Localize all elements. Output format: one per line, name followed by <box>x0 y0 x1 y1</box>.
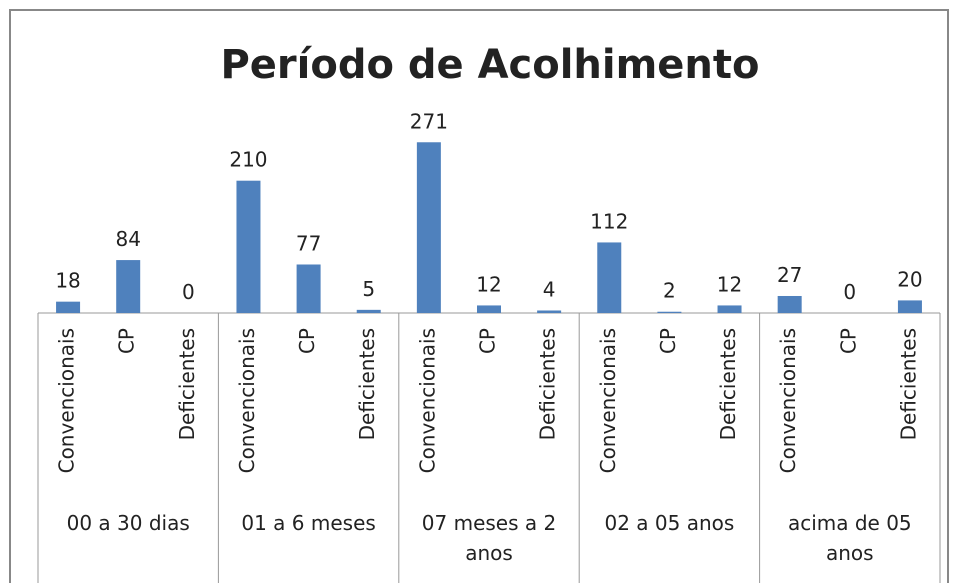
data-label: 0 <box>843 280 856 304</box>
x-tick-label: CP <box>656 328 680 354</box>
bar <box>477 305 501 313</box>
data-label: 5 <box>362 277 375 301</box>
data-label: 77 <box>296 231 321 255</box>
x-tick-label: CP <box>476 328 500 354</box>
x-tick-label: Convencionais <box>596 328 620 473</box>
chart-title: Período de Acolhimento <box>220 42 759 88</box>
x-tick-label: Deficientes <box>896 328 920 440</box>
group-label: 01 a 6 meses <box>241 511 376 535</box>
bar <box>356 309 381 313</box>
x-tick-label: Convencionais <box>55 328 79 473</box>
data-label: 84 <box>115 227 140 251</box>
group-label: 02 a 05 anos <box>604 511 735 535</box>
group-label-box: 00 a 30 dias <box>66 511 190 535</box>
group-label: 07 meses a 2 anos <box>421 511 557 565</box>
x-tick-label: CP <box>836 328 860 354</box>
group-label-box: 07 meses a 2 anos <box>421 511 557 565</box>
data-label: 18 <box>55 269 80 293</box>
x-tick-label: Convencionais <box>415 328 439 473</box>
bar <box>657 311 682 313</box>
data-label: 27 <box>777 263 802 287</box>
data-label: 4 <box>543 277 556 301</box>
x-tick-label: Convencionais <box>776 328 800 473</box>
group-label: acima de 05 anos <box>787 511 912 565</box>
bar <box>116 260 141 313</box>
data-label: 112 <box>590 209 628 233</box>
data-label: 20 <box>897 267 922 291</box>
x-tick-label: Convencionais <box>235 328 259 473</box>
group-label-box: acima de 05 anos <box>787 511 912 565</box>
data-label: 210 <box>229 148 267 172</box>
group-label-box: 02 a 05 anos <box>604 511 735 535</box>
x-tick-label: CP <box>115 328 139 354</box>
bar <box>897 300 922 313</box>
data-label: 0 <box>182 280 195 304</box>
bar <box>537 310 562 313</box>
bar <box>597 242 622 313</box>
bar <box>717 305 742 313</box>
x-tick-label: Deficientes <box>175 328 199 440</box>
bar <box>416 142 441 313</box>
group-label: 00 a 30 dias <box>66 511 190 535</box>
data-label: 271 <box>410 109 448 133</box>
x-tick-label: CP <box>295 328 319 354</box>
x-tick-label: Deficientes <box>716 328 740 440</box>
x-tick-label: Deficientes <box>355 328 379 440</box>
bar <box>56 301 81 313</box>
frame <box>9 9 949 583</box>
bar <box>777 295 802 313</box>
data-label: 12 <box>476 272 501 296</box>
data-label: 12 <box>717 272 742 296</box>
x-tick-label: Deficientes <box>536 328 560 440</box>
data-label: 2 <box>663 279 676 303</box>
bar <box>236 180 261 313</box>
bar <box>296 264 321 313</box>
group-label-box: 01 a 6 meses <box>241 511 376 535</box>
